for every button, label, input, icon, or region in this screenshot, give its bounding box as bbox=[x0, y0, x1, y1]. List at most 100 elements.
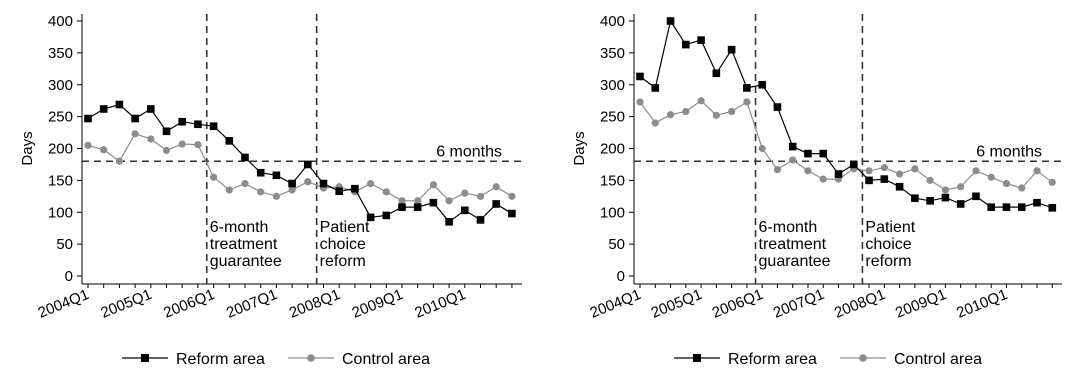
data-point-reform bbox=[209, 122, 218, 130]
data-point-control bbox=[210, 173, 218, 181]
legend: Reform area Control area bbox=[674, 351, 982, 368]
y-tick-label: 250 bbox=[600, 109, 625, 126]
data-point-reform bbox=[697, 36, 705, 44]
legend-marker-circle bbox=[307, 354, 315, 362]
data-point-reform bbox=[682, 40, 690, 49]
data-point-reform bbox=[956, 200, 965, 208]
event-annotation-line: 6-month bbox=[759, 219, 818, 236]
data-point-control bbox=[162, 146, 171, 155]
data-point-control bbox=[911, 165, 919, 173]
x-tick-label: 2010Q1 bbox=[954, 286, 1010, 322]
y-tick-label: 250 bbox=[48, 109, 73, 126]
data-point-reform bbox=[366, 213, 375, 222]
data-point-reform bbox=[131, 114, 139, 123]
data-point-control bbox=[367, 179, 375, 188]
data-point-reform bbox=[304, 160, 312, 169]
data-point-control bbox=[382, 188, 390, 196]
y-tick-label: 350 bbox=[600, 45, 625, 62]
y-tick-label: 200 bbox=[600, 141, 625, 158]
data-point-reform bbox=[895, 182, 904, 191]
data-point-control bbox=[476, 192, 485, 200]
x-tick-label: 2007Q1 bbox=[224, 286, 280, 322]
data-point-reform bbox=[834, 170, 843, 178]
data-point-control bbox=[178, 140, 186, 148]
data-point-control bbox=[445, 197, 453, 205]
data-point-control bbox=[957, 183, 965, 191]
data-point-reform bbox=[758, 80, 766, 89]
y-axis-title: Days bbox=[19, 131, 36, 165]
data-point-reform bbox=[84, 114, 92, 123]
x-tick-label: 2004Q1 bbox=[36, 286, 92, 322]
legend: Reform area Control area bbox=[122, 351, 430, 368]
data-point-control bbox=[712, 111, 720, 119]
data-point-control bbox=[987, 173, 995, 181]
y-tick-label: 200 bbox=[48, 141, 73, 158]
event-annotation-line: guarantee bbox=[759, 253, 831, 270]
y-tick-label: 300 bbox=[600, 77, 625, 94]
data-point-control bbox=[758, 144, 766, 153]
legend-label: Reform area bbox=[176, 351, 265, 368]
data-point-reform bbox=[804, 149, 812, 158]
data-point-control bbox=[508, 192, 516, 200]
data-point-reform bbox=[788, 142, 797, 151]
y-tick-label: 150 bbox=[600, 172, 625, 189]
data-point-control bbox=[304, 178, 312, 186]
data-point-reform bbox=[445, 218, 453, 226]
y-tick-label: 50 bbox=[56, 236, 73, 253]
data-point-reform bbox=[99, 105, 108, 113]
y-tick-label: 50 bbox=[608, 236, 625, 253]
x-tick-label: 2006Q1 bbox=[161, 286, 217, 322]
data-point-reform bbox=[335, 187, 343, 196]
legend-label: Reform area bbox=[728, 351, 817, 368]
y-tick-label: 300 bbox=[48, 77, 73, 94]
y-tick-label: 100 bbox=[48, 204, 73, 221]
data-point-reform bbox=[880, 175, 889, 183]
data-point-control bbox=[398, 197, 406, 205]
data-point-reform bbox=[351, 184, 359, 193]
data-point-reform bbox=[115, 100, 124, 109]
data-point-reform bbox=[651, 84, 660, 92]
legend-label: Control area bbox=[342, 351, 430, 368]
data-point-reform bbox=[865, 176, 873, 185]
data-point-reform bbox=[1017, 203, 1026, 211]
data-point-control bbox=[194, 141, 202, 149]
event-annotation-line: Patient bbox=[320, 219, 370, 236]
legend-marker-square bbox=[693, 354, 701, 362]
data-point-control bbox=[272, 192, 280, 200]
legend-label: Control area bbox=[894, 351, 982, 368]
series-line bbox=[639, 19, 1053, 209]
data-point-control bbox=[492, 183, 500, 191]
legend-marker-square bbox=[141, 354, 149, 362]
data-point-control bbox=[115, 157, 123, 165]
y-tick-label: 0 bbox=[65, 268, 73, 285]
x-tick-label: 2007Q1 bbox=[771, 286, 827, 322]
data-point-control bbox=[1048, 178, 1056, 186]
data-point-reform bbox=[926, 196, 934, 205]
data-point-reform bbox=[1033, 198, 1041, 207]
data-point-reform bbox=[461, 206, 469, 215]
data-point-reform bbox=[272, 171, 281, 180]
data-point-control bbox=[651, 119, 659, 127]
event-annotation-line: reform bbox=[320, 253, 366, 270]
data-point-control bbox=[804, 167, 812, 175]
chart-panel-1: 0 50 100 150 200 250 300 350 400 Days 2004Q1 2005Q1… bbox=[19, 13, 522, 368]
data-point-reform bbox=[849, 160, 858, 169]
data-point-control bbox=[697, 97, 705, 105]
data-point-reform bbox=[162, 127, 171, 136]
data-point-control bbox=[972, 167, 980, 175]
y-tick-label: 100 bbox=[600, 204, 625, 221]
series-reform-area bbox=[636, 17, 1057, 212]
y-tick-label: 350 bbox=[48, 45, 73, 62]
data-point-control bbox=[773, 165, 782, 174]
series-control-area bbox=[636, 97, 1056, 194]
event-annotation-line: guarantee bbox=[210, 253, 282, 270]
data-point-control bbox=[926, 176, 934, 184]
data-point-control bbox=[84, 141, 92, 149]
data-point-reform bbox=[256, 168, 265, 177]
data-point-reform bbox=[636, 72, 644, 81]
data-point-reform bbox=[773, 103, 782, 111]
data-point-reform bbox=[712, 69, 721, 78]
data-point-control bbox=[743, 98, 751, 106]
x-tick-label: 2009Q1 bbox=[893, 286, 949, 322]
